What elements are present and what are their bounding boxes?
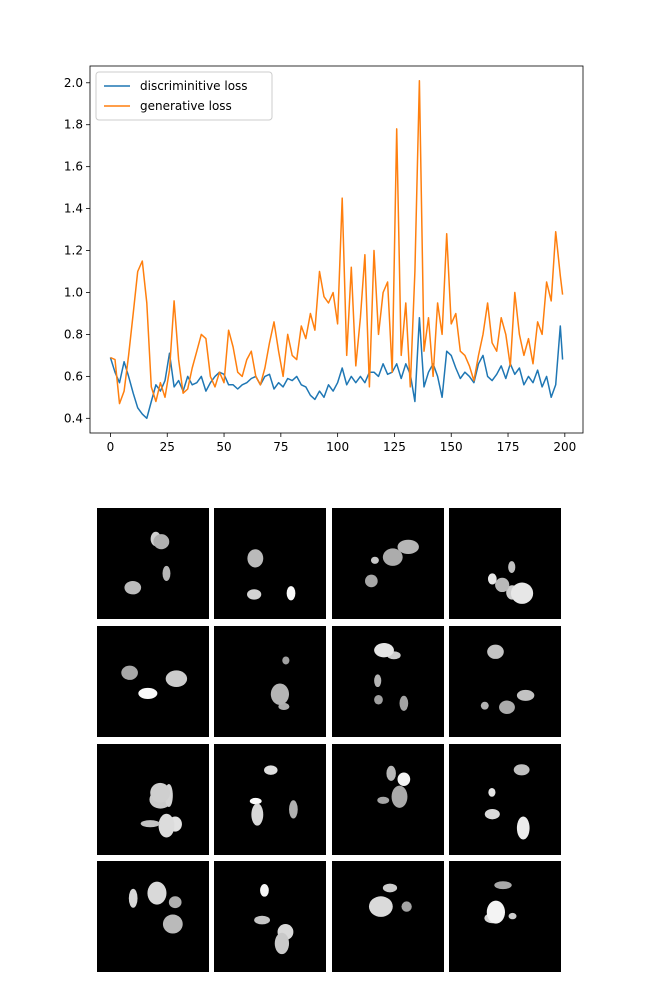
y-tick-label: 0.8	[64, 327, 83, 341]
legend-label-1: generative loss	[140, 99, 232, 113]
axes-frame	[89, 65, 584, 434]
y-tick-label: 2.0	[64, 76, 83, 90]
generated-sample-image	[97, 626, 209, 737]
y-tick-label: 1.6	[64, 160, 83, 174]
legend-box	[95, 71, 273, 121]
generated-sample-image	[214, 626, 326, 737]
y-tick-label: 1.0	[64, 285, 83, 299]
generated-sample-image	[332, 626, 444, 737]
generated-sample-image	[214, 508, 326, 619]
generated-sample-image	[332, 508, 444, 619]
x-tick-label: 25	[160, 440, 175, 454]
x-tick-label: 125	[383, 440, 406, 454]
y-tick-label: 0.6	[64, 369, 83, 383]
generated-sample-image	[449, 861, 561, 972]
generated-sample-image	[332, 861, 444, 972]
generated-sample-image	[449, 508, 561, 619]
generated-sample-image	[97, 861, 209, 972]
x-tick-label: 0	[107, 440, 115, 454]
x-tick-label: 175	[497, 440, 520, 454]
generated-sample-image	[332, 744, 444, 855]
generated-sample-image	[97, 508, 209, 619]
y-tick-label: 0.4	[64, 411, 83, 425]
generated-sample-image	[214, 861, 326, 972]
generated-sample-image	[449, 626, 561, 737]
x-tick-label: 100	[326, 440, 349, 454]
x-tick-label: 75	[273, 440, 288, 454]
series-line-1	[110, 79, 564, 405]
x-tick-label: 150	[440, 440, 463, 454]
loss-chart: 0 25 50 75 100 125 150 175 200 0.4 0.6 0.8 1.0 1.2 1.4…	[64, 65, 584, 454]
y-tick-label: 1.2	[64, 244, 83, 258]
legend-label-0: discriminitive loss	[140, 79, 248, 93]
x-tick-label: 50	[216, 440, 231, 454]
y-tick-label: 1.8	[64, 118, 83, 132]
series-line-0	[109, 316, 564, 420]
generated-sample-image	[97, 744, 209, 855]
y-tick-label: 1.4	[64, 202, 83, 216]
x-tick-label: 200	[553, 440, 576, 454]
generated-sample-image	[449, 744, 561, 855]
generated-sample-image	[214, 744, 326, 855]
